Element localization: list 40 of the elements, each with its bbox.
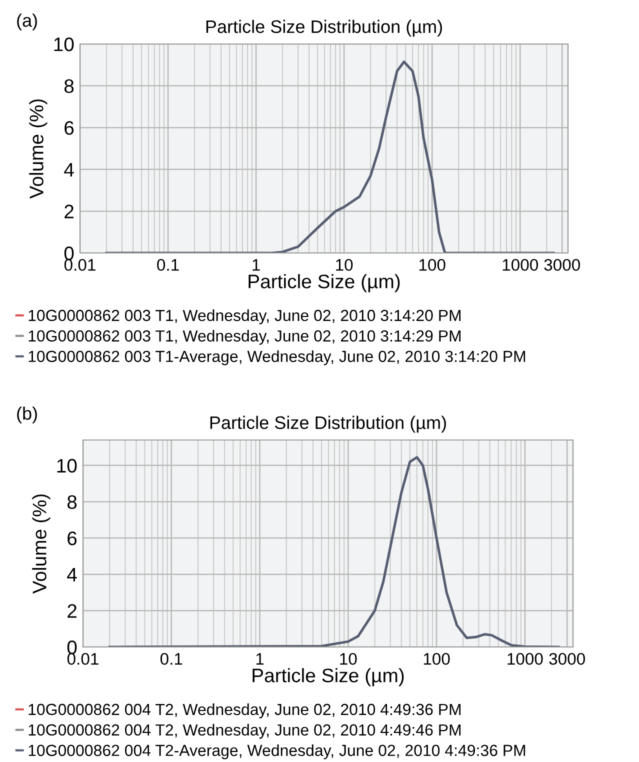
y-tick-label: 2 — [64, 204, 74, 218]
y-tick-label: 4 — [67, 568, 77, 582]
x-tick-label: 1000 — [508, 652, 543, 665]
x-tick-label: 0.1 — [157, 258, 179, 271]
x-tick-label: 3000 — [549, 652, 585, 665]
legend-label: 10G0000862 003 T1, Wednesday, June 02, 2010 3:14:29 PM — [28, 330, 461, 345]
x-axis-title: Particle Size (µm) — [252, 668, 404, 686]
x-tick-label: 1 — [252, 259, 260, 271]
x-tick-label: 3000 — [544, 258, 580, 271]
y-axis-title: Volume (%) — [32, 494, 50, 594]
chart-title: Particle Size Distribution (µm) — [206, 20, 442, 37]
y-tick-label: 4 — [64, 163, 74, 176]
y-tick-label: 0 — [67, 640, 77, 654]
x-tick-label: 100 — [419, 258, 446, 271]
legend-label: 10G0000862 004 T2, Wednesday, June 02, 2010 4:49:36 PM — [28, 703, 461, 718]
legend-label: 10G0000862 003 T1-Average, Wednesday, June 02, 2010 3:14:20 PM — [28, 350, 526, 366]
x-tick-label: 0.1 — [160, 652, 182, 665]
x-tick-label: 0.01 — [64, 258, 96, 271]
legend-label: 10G0000862 004 T2-Average, Wednesday, June 02, 2010 4:49:36 PM — [28, 744, 526, 760]
y-tick-label: 0 — [64, 246, 74, 260]
y-tick-label: 8 — [67, 495, 77, 509]
x-tick-label: 100 — [424, 652, 450, 665]
chart-title: Particle Size Distribution (µm) — [210, 416, 446, 433]
y-tick-label: 6 — [64, 121, 74, 135]
y-tick-label: 10 — [57, 458, 77, 473]
x-axis-title: Particle Size (µm) — [248, 274, 400, 292]
y-tick-label: 8 — [64, 79, 74, 94]
x-tick-label: 10 — [340, 652, 357, 665]
text: (b) — [17, 406, 37, 424]
x-tick-label: 10 — [336, 258, 353, 271]
x-tick-label: 1000 — [502, 258, 538, 271]
x-tick-label: 0.01 — [67, 652, 98, 665]
y-tick-label: 2 — [68, 604, 76, 618]
y-tick-label: 10 — [54, 37, 74, 52]
legend-label: 10G0000862 003 T1, Wednesday, June 02, 2010 3:14:20 PM — [28, 309, 461, 324]
legend-label: 10G0000862 004 T2, Wednesday, June 02, 2010 4:49:46 PM — [28, 724, 461, 739]
y-axis-title: Volume (%) — [29, 99, 48, 199]
text: (a) — [17, 14, 37, 30]
y-tick-label: 6 — [68, 532, 77, 546]
x-tick-label: 1 — [256, 653, 264, 665]
